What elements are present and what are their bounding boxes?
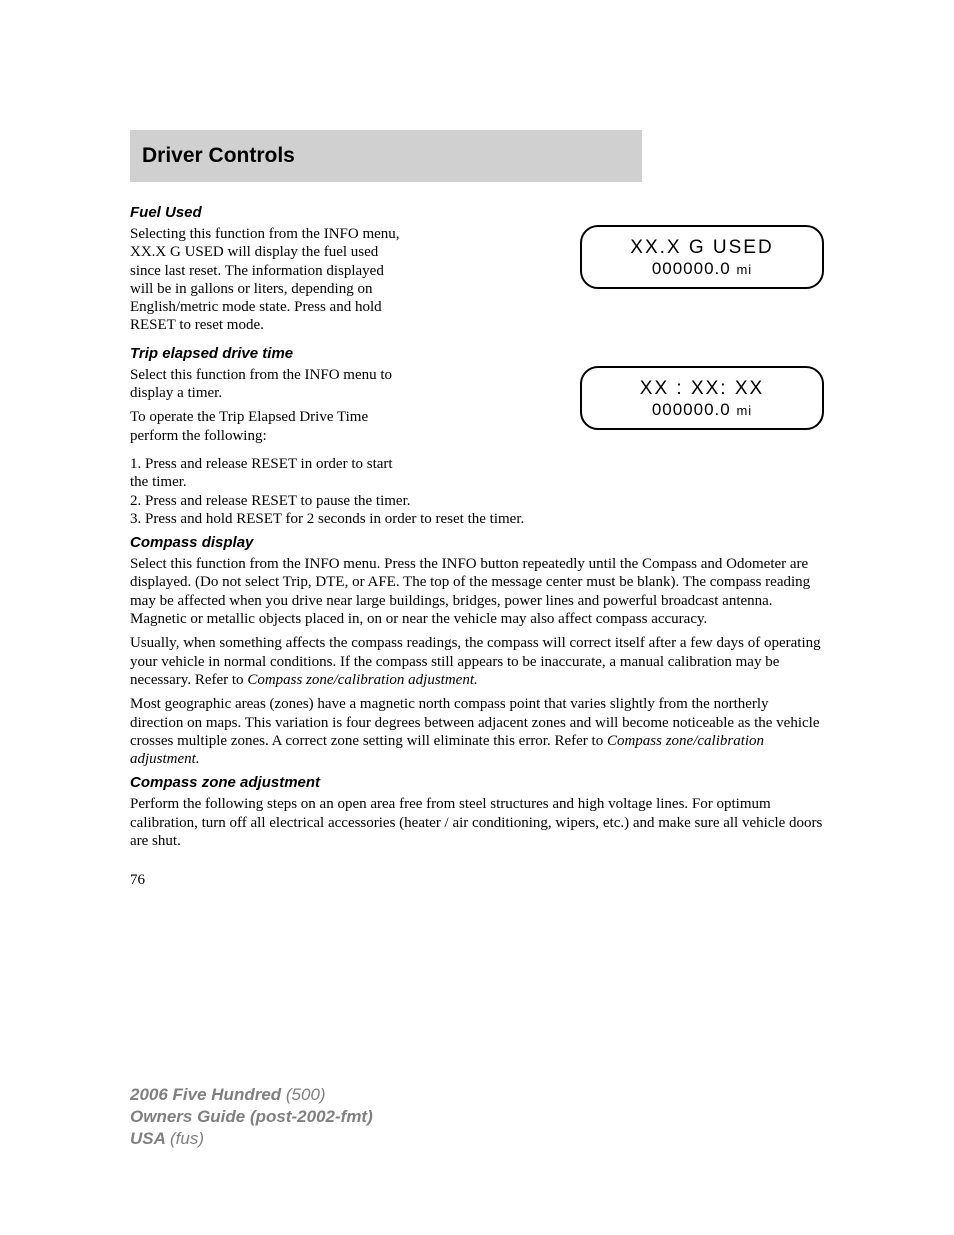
trip-step3: 3. Press and hold RESET for 2 seconds in… [130,510,824,528]
odometer-unit: mi [736,403,752,418]
compass-p3: Most geographic areas (zones) have a mag… [130,695,824,768]
section-title-bar: Driver Controls [130,130,642,182]
trip-step1: 1. Press and release RESET in order to s… [130,455,400,492]
footer-model-code: (500) [286,1085,326,1104]
footer-model: 2006 Five Hundred (500) [130,1084,373,1106]
heading-fuel-used: Fuel Used [130,204,824,221]
page-number: 76 [130,872,824,889]
display-line1: XX.X G USED [582,237,822,259]
footer-region-name: USA [130,1129,170,1148]
odometer-value: 000000.0 [652,400,731,419]
trip-time-p2: To operate the Trip Elapsed Drive Time p… [130,408,400,445]
footer-guide: Owners Guide (post-2002-fmt) [130,1106,373,1128]
footer-region: USA (fus) [130,1128,373,1150]
compass-zone-p1: Perform the following steps on an open a… [130,795,824,850]
heading-compass-zone: Compass zone adjustment [130,774,824,791]
trip-time-row: Select this function from the INFO menu … [130,366,824,451]
display-line2: 000000.0 mi [582,259,822,279]
display-line2: 000000.0 mi [582,400,822,420]
dashboard-display-trip: XX : XX: XX 000000.0 mi [580,366,824,430]
trip-step2: 2. Press and release RESET to pause the … [130,492,824,510]
odometer-unit: mi [736,262,752,277]
compass-p1: Select this function from the INFO menu.… [130,555,824,628]
fuel-used-row: Selecting this function from the INFO me… [130,225,824,341]
fuel-used-text: Selecting this function from the INFO me… [130,225,400,335]
trip-time-p1: Select this function from the INFO menu … [130,366,400,403]
heading-compass: Compass display [130,534,824,551]
odometer-value: 000000.0 [652,259,731,278]
manual-page: Driver Controls Fuel Used Selecting this… [0,0,954,889]
footer-region-code: (fus) [170,1129,204,1148]
heading-trip-time: Trip elapsed drive time [130,345,824,362]
dashboard-display-fuel: XX.X G USED 000000.0 mi [580,225,824,289]
trip-time-textcol: Select this function from the INFO menu … [130,366,400,451]
compass-p2: Usually, when something affects the comp… [130,634,824,689]
section-title: Driver Controls [142,144,630,168]
page-footer: 2006 Five Hundred (500) Owners Guide (po… [130,1084,373,1150]
footer-model-name: 2006 Five Hundred [130,1085,286,1104]
compass-ref1: Compass zone/calibration adjustment. [247,672,477,688]
display-line1: XX : XX: XX [582,378,822,400]
